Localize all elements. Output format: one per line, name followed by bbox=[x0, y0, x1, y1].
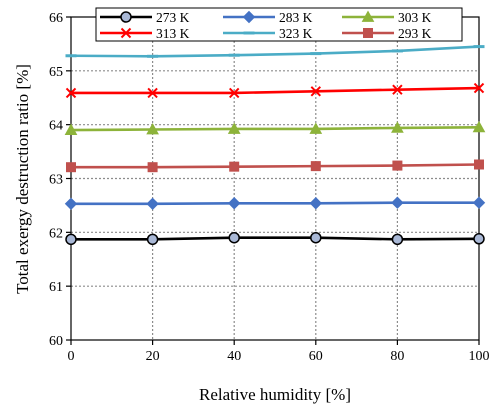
data-point bbox=[473, 82, 485, 94]
legend-entry: 283 K bbox=[223, 10, 313, 25]
data-point bbox=[392, 160, 403, 171]
data-point bbox=[242, 10, 256, 24]
data-point bbox=[391, 233, 404, 246]
y-tick-label: 66 bbox=[49, 11, 63, 26]
y-tick-label: 64 bbox=[49, 119, 63, 134]
series-323-k bbox=[65, 45, 485, 58]
x-tick-label: 80 bbox=[390, 349, 404, 364]
legend-entry: 273 K bbox=[100, 10, 190, 25]
series-line bbox=[71, 86, 480, 95]
series-line bbox=[71, 163, 480, 169]
series-line bbox=[70, 45, 480, 58]
x-tick-label: 60 bbox=[309, 349, 323, 364]
data-point bbox=[392, 84, 403, 95]
data-point bbox=[474, 159, 484, 170]
data-point bbox=[227, 122, 241, 134]
data-point bbox=[391, 121, 404, 133]
legend-entry: 323 K bbox=[223, 26, 313, 41]
data-point bbox=[363, 28, 373, 38]
data-point bbox=[310, 231, 322, 244]
y-tick-label: 63 bbox=[49, 173, 63, 188]
series-283-k bbox=[64, 196, 486, 211]
data-point bbox=[146, 233, 159, 246]
x-tick-label: 20 bbox=[146, 349, 160, 364]
data-point bbox=[310, 161, 321, 172]
data-point bbox=[227, 197, 241, 210]
data-point bbox=[309, 197, 323, 210]
x-tick-label: 100 bbox=[469, 349, 490, 364]
data-point bbox=[147, 87, 158, 99]
legend-label: 313 K bbox=[156, 26, 190, 41]
data-point bbox=[472, 196, 486, 209]
data-point bbox=[310, 86, 322, 97]
data-point bbox=[473, 233, 485, 245]
y-tick-label: 62 bbox=[49, 226, 63, 241]
series-313-k bbox=[65, 82, 485, 99]
data-point bbox=[229, 161, 240, 172]
legend-entry: 303 K bbox=[342, 10, 432, 25]
y-tick-label: 65 bbox=[49, 65, 63, 80]
legend-label: 273 K bbox=[156, 10, 190, 25]
data-point bbox=[228, 231, 240, 244]
data-point bbox=[64, 123, 78, 135]
data-point bbox=[147, 162, 158, 173]
series-line bbox=[71, 236, 480, 241]
data-point bbox=[66, 162, 76, 173]
x-tick-label: 0 bbox=[68, 349, 75, 364]
data-point bbox=[65, 233, 77, 246]
x-tick-label: 40 bbox=[227, 349, 241, 364]
data-point bbox=[120, 11, 132, 23]
data-point bbox=[472, 120, 486, 133]
data-point bbox=[120, 27, 132, 39]
data-point bbox=[361, 10, 375, 22]
legend-label: 323 K bbox=[279, 26, 313, 41]
y-axis-title: Total exergy destruction ratio [%] bbox=[13, 64, 32, 294]
data-point bbox=[391, 196, 404, 209]
axes bbox=[66, 16, 480, 345]
legend-entry: 293 K bbox=[342, 26, 432, 41]
series-line bbox=[70, 126, 480, 132]
legend: 273 K 283 K 303 K 313 K 323 K 293 K bbox=[95, 7, 463, 42]
data-point bbox=[146, 197, 159, 211]
tick-labels: 60 61 62 63 64 65 66 0 20 40 60 80 100 bbox=[49, 11, 490, 364]
legend-label: 293 K bbox=[398, 26, 432, 41]
y-tick-label: 60 bbox=[49, 334, 63, 349]
legend-entry: 313 K bbox=[100, 26, 190, 41]
data-point bbox=[64, 197, 78, 211]
series-293-k bbox=[66, 159, 484, 173]
y-tick-label: 61 bbox=[49, 280, 63, 295]
series-group bbox=[64, 45, 486, 246]
x-axis-title: Relative humidity [%] bbox=[199, 385, 351, 404]
series-273-k bbox=[65, 231, 485, 246]
data-point bbox=[228, 87, 240, 99]
legend-label: 303 K bbox=[398, 10, 432, 25]
data-point bbox=[65, 87, 77, 99]
data-point bbox=[309, 122, 323, 134]
grid-lines bbox=[71, 17, 479, 340]
series-line bbox=[71, 201, 479, 206]
legend-label: 283 K bbox=[279, 10, 313, 25]
data-point bbox=[146, 122, 159, 135]
legend-box bbox=[95, 7, 463, 42]
series-303-k bbox=[64, 120, 486, 135]
